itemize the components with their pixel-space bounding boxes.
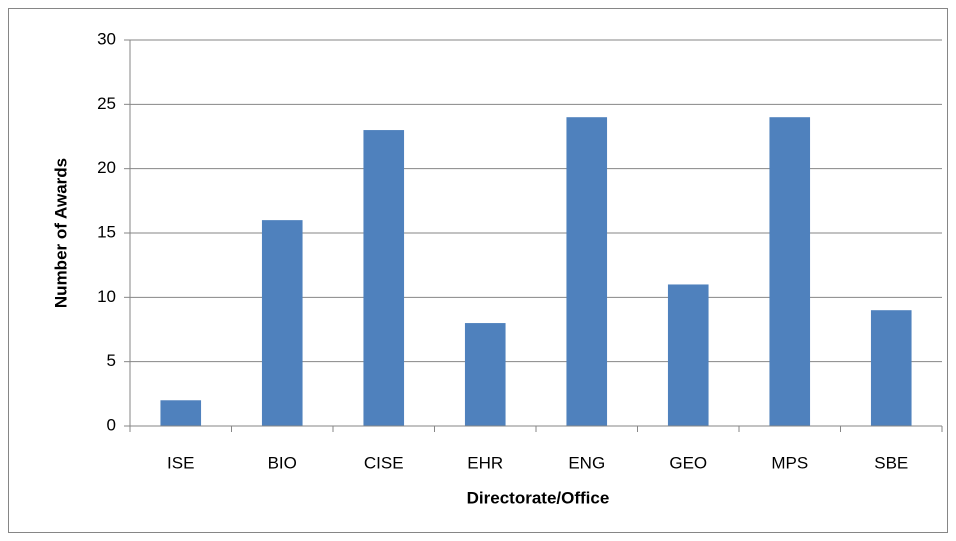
x-tick-label: EHR [467,453,503,472]
bar [363,130,405,427]
y-tick-label: 5 [107,351,116,370]
x-tick-label: GEO [669,453,707,472]
bar [870,310,912,426]
x-tick-label: SBE [874,453,908,472]
x-axis-title: Directorate/Office [467,488,610,507]
x-tick-label: CISE [364,453,404,472]
y-tick-label: 30 [97,29,116,48]
y-tick-label: 0 [107,415,116,434]
bar [464,323,506,426]
bar [160,400,202,426]
x-tick-label: ENG [568,453,605,472]
bar [261,220,303,426]
y-axis-title: Number of Awards [51,158,70,308]
y-tick-label: 20 [97,158,116,177]
x-tick-label: BIO [268,453,297,472]
x-tick-label: MPS [771,453,808,472]
y-tick-label: 25 [97,94,116,113]
bar [769,117,811,426]
bar [566,117,608,426]
x-tick-label: ISE [167,453,194,472]
bar [667,284,709,426]
y-tick-label: 15 [97,222,116,241]
y-tick-label: 10 [97,287,116,306]
